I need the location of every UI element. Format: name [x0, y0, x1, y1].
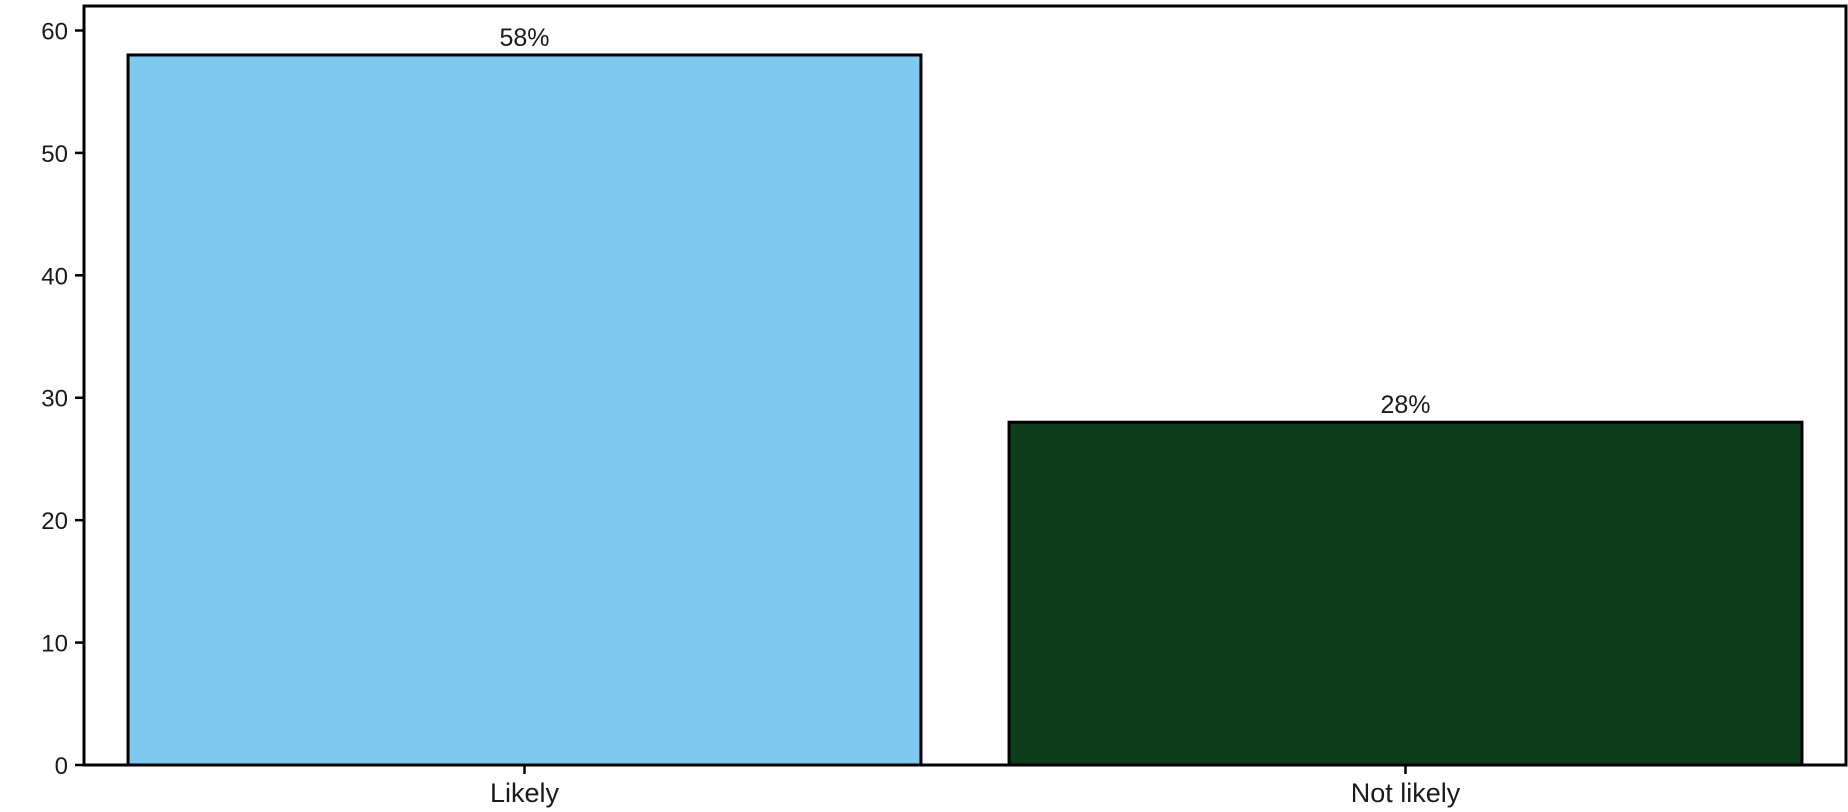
- bar-not-likely: [1007, 420, 1804, 767]
- bar-likely: [126, 53, 923, 767]
- y-tick-label: 50: [41, 141, 68, 168]
- data-label: 58%: [499, 24, 549, 52]
- plot-frame: [82, 4, 1848, 767]
- y-tick-label: 20: [41, 508, 68, 535]
- x-tick-label: Not likely: [1351, 778, 1461, 808]
- y-axis: 0 10 20 30 40 50 60: [41, 18, 84, 780]
- y-tick-label: 40: [41, 263, 68, 290]
- y-tick-label: 60: [41, 18, 68, 45]
- y-tick-label: 30: [41, 386, 68, 413]
- bars-group: [126, 53, 1804, 767]
- data-labels-group: 58% 28%: [499, 24, 1430, 419]
- y-tick-label: 0: [55, 753, 68, 780]
- data-label: 28%: [1380, 391, 1430, 419]
- x-axis: Likely Not likely: [490, 765, 1461, 808]
- y-tick-label: 10: [41, 631, 68, 658]
- x-tick-label: Likely: [490, 778, 560, 808]
